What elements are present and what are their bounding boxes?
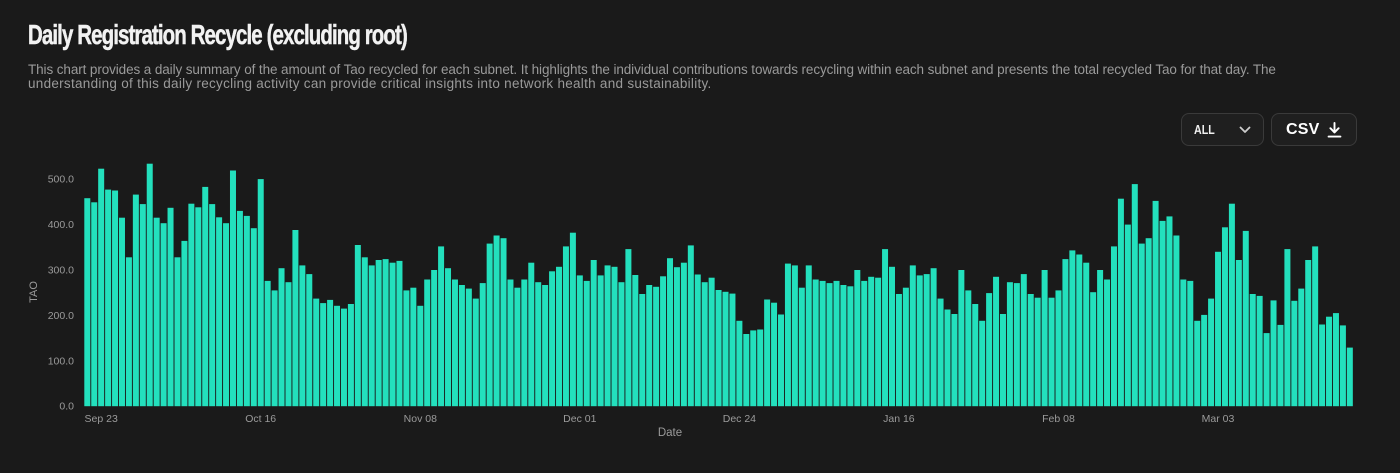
svg-text:Jan 16: Jan 16	[883, 413, 915, 425]
svg-text:100.0: 100.0	[48, 355, 74, 367]
svg-text:Date: Date	[658, 427, 682, 439]
svg-text:400.0: 400.0	[48, 219, 74, 231]
svg-text:Nov 08: Nov 08	[404, 413, 437, 425]
svg-text:Mar 03: Mar 03	[1202, 413, 1235, 425]
svg-text:0.0: 0.0	[59, 401, 74, 413]
svg-text:Dec 24: Dec 24	[723, 413, 756, 425]
svg-text:Oct 16: Oct 16	[245, 413, 276, 425]
svg-text:300.0: 300.0	[48, 265, 74, 277]
svg-text:Dec 01: Dec 01	[563, 413, 596, 425]
svg-text:500.0: 500.0	[48, 174, 74, 186]
svg-text:TAO: TAO	[28, 281, 40, 303]
svg-text:Sep 23: Sep 23	[85, 413, 118, 425]
svg-text:200.0: 200.0	[48, 310, 74, 322]
svg-text:Feb 08: Feb 08	[1042, 413, 1075, 425]
